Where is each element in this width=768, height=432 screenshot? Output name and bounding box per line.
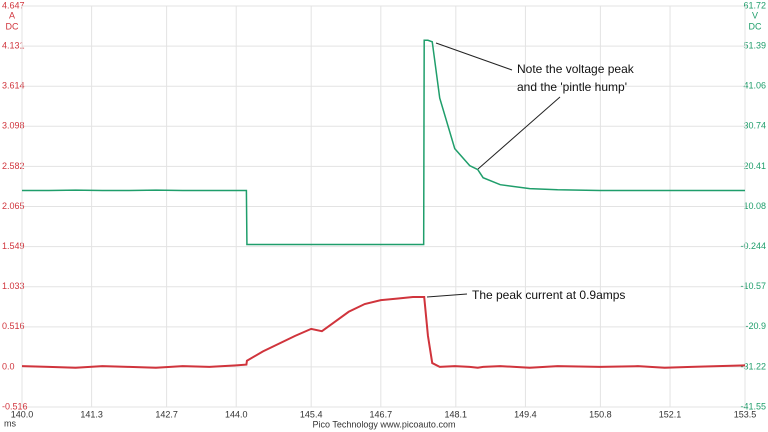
y-tick-label: 3.614 xyxy=(2,81,25,91)
y2-tick-label: 30.74 xyxy=(743,121,766,131)
annotation-pointer xyxy=(426,293,468,298)
y-unit: A xyxy=(9,10,15,20)
x-tick-label: 149.4 xyxy=(514,409,537,419)
annotation: and the 'pintle hump' xyxy=(517,80,627,94)
plot-area: -0.516 0.0 0.516 1.033 1.549 2.065 2.582 3.098 3… xyxy=(2,0,766,419)
y-tick-label: -0.516 xyxy=(2,401,28,411)
y-tick-label: 1.033 xyxy=(2,281,25,291)
annotation-pointer xyxy=(435,42,513,71)
y2-tick-label: 51.39 xyxy=(743,40,766,50)
x-tick-label: 152.1 xyxy=(659,409,682,419)
x-tick-label: 148.1 xyxy=(445,409,468,419)
y2-tick-label: 20.41 xyxy=(743,161,766,171)
y2-tick-label: 10.08 xyxy=(743,201,766,211)
y2-tick-label: -20.9 xyxy=(745,321,766,331)
x-tick-label: 140.0 xyxy=(11,409,34,419)
annotation-pointer xyxy=(477,96,561,170)
y-tick-label: 1.549 xyxy=(2,241,25,251)
y-coupling: DC xyxy=(6,21,19,31)
y-tick-label: 4.131 xyxy=(2,40,25,50)
x-tick-label: 141.3 xyxy=(80,409,103,419)
series-line xyxy=(22,39,745,246)
footer: Pico Technology www.picoauto.com xyxy=(313,419,456,429)
x-tick-label: 153.5 xyxy=(734,409,757,419)
x-tick-label: 146.7 xyxy=(370,409,393,419)
x-tick-label: 142.7 xyxy=(155,409,178,419)
annotation: The peak current at 0.9amps xyxy=(472,288,625,302)
y2-coupling: DC xyxy=(749,21,762,31)
y-tick-label: 0.516 xyxy=(2,321,25,331)
y2-tick-label: -10.57 xyxy=(740,281,766,291)
y-tick-label: 3.098 xyxy=(2,121,25,131)
x-tick-label: 145.4 xyxy=(300,409,323,419)
y2-tick-label: 41.06 xyxy=(743,81,766,91)
series-line xyxy=(21,296,746,369)
x-tick-label: 144.0 xyxy=(225,409,248,419)
y-tick-label: 0.0 xyxy=(2,361,15,371)
x-tick-label: 150.8 xyxy=(589,409,612,419)
y-tick-label: 2.065 xyxy=(2,201,25,211)
y2-tick-label: -0.244 xyxy=(740,241,766,251)
y2-tick-label: 61.72 xyxy=(743,0,766,10)
x-unit: ms xyxy=(4,418,16,428)
y-tick-label: 2.582 xyxy=(2,161,25,171)
y2-tick-label: -31.22 xyxy=(740,361,766,371)
y-tick-label: 4.647 xyxy=(2,0,25,10)
y2-tick-label: -41.55 xyxy=(740,401,766,411)
y2-unit: V xyxy=(752,10,758,20)
annotation: Note the voltage peak xyxy=(517,62,635,76)
